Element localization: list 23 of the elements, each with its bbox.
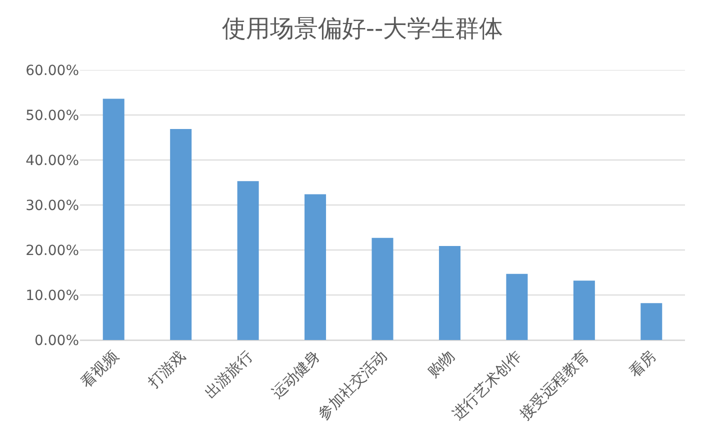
bar — [506, 274, 528, 340]
y-tick-label: 40.00% — [26, 152, 79, 169]
bar — [640, 303, 662, 340]
bar — [573, 280, 595, 340]
bar — [237, 181, 259, 340]
x-tick-label: 打游戏 — [144, 346, 189, 392]
y-tick-label: 30.00% — [26, 198, 79, 214]
bar — [170, 128, 192, 340]
bar — [438, 246, 460, 340]
y-tick-label: 60.00% — [26, 62, 79, 79]
bar — [304, 194, 326, 340]
y-tick-label: 50.00% — [26, 108, 79, 124]
y-tick-label: 10.00% — [26, 288, 79, 304]
x-tick-label: 看视频 — [77, 346, 122, 392]
x-tick-label: 购物 — [424, 346, 458, 381]
x-tick-label: 运动健身 — [268, 346, 324, 402]
bar — [372, 238, 394, 340]
x-tick-label: 看房 — [626, 346, 660, 381]
chart-title: 使用场景偏好--大学生群体 — [222, 14, 504, 42]
x-tick-label: 出游旅行 — [201, 346, 256, 402]
bar — [102, 98, 124, 340]
y-tick-label: 20.00% — [26, 242, 79, 259]
y-tick-label: 0.00% — [34, 332, 79, 349]
